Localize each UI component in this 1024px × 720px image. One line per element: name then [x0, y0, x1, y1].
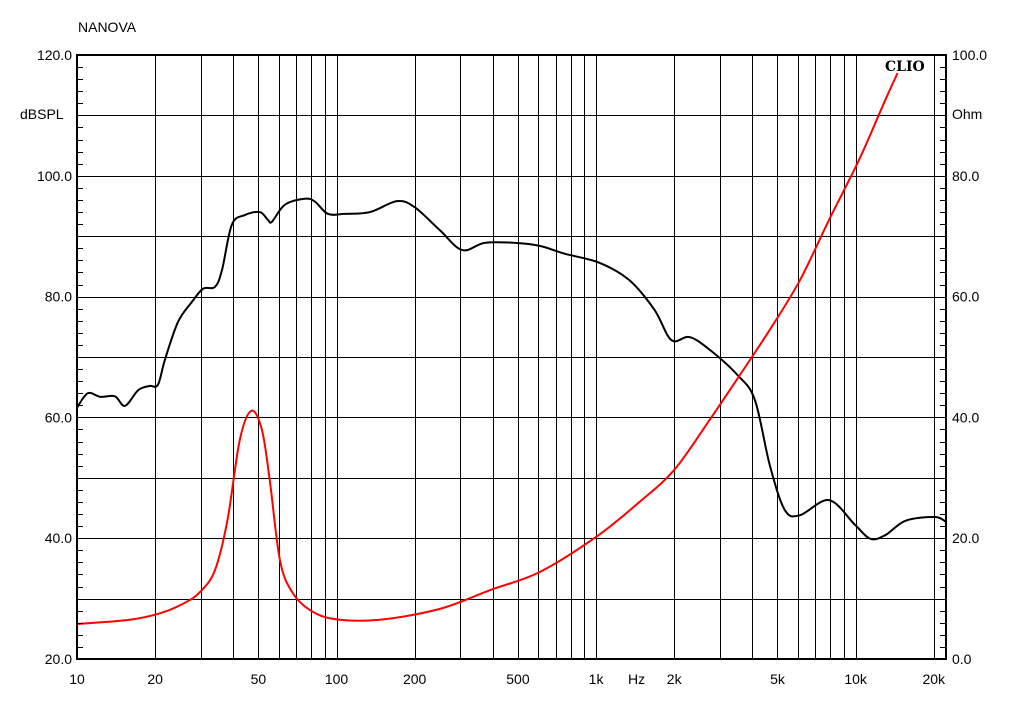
x-tick-label: 20 — [147, 671, 163, 687]
clio-watermark: CLIO — [885, 59, 925, 75]
y2-tick-label: 100.0 — [952, 47, 987, 63]
axis-ticks — [77, 55, 946, 660]
x-tick-label: 100 — [325, 671, 349, 687]
y2-tick-label: 40.0 — [952, 409, 979, 425]
grid — [77, 55, 946, 659]
x-tick-label: 20k — [922, 671, 946, 687]
x-tick-label: 500 — [506, 671, 530, 687]
y-tick-label: 80.0 — [45, 289, 72, 305]
x-tick-label: 10 — [69, 671, 85, 687]
y2-axis-label: Ohm — [952, 106, 982, 122]
y-tick-label: 40.0 — [45, 530, 72, 546]
x-tick-label: 10k — [844, 671, 868, 687]
x-tick-label: 5k — [770, 671, 786, 687]
spl-curve — [76, 197, 947, 541]
x-tick-label: 1k — [589, 671, 605, 687]
curves — [76, 72, 947, 625]
axis-labels: 10 20 50 100 200 500 1k 2k 5k 10k 20k 20.0 40.0 60.0 8… — [37, 47, 987, 687]
y2-tick-label: 60.0 — [952, 289, 979, 305]
y2-tick-label: 80.0 — [952, 168, 979, 184]
y-tick-label: 60.0 — [45, 409, 72, 425]
x-axis-label: Hz — [628, 671, 645, 687]
y-tick-label: 120.0 — [37, 47, 72, 63]
y2-tick-label: 0.0 — [952, 651, 972, 667]
y-tick-label: 100.0 — [37, 168, 72, 184]
x-tick-label: 50 — [251, 671, 267, 687]
impedance-curve — [76, 72, 899, 625]
y-tick-label: 20.0 — [45, 651, 72, 667]
chart-title: NANOVA — [78, 19, 137, 35]
y-axis-label: dBSPL — [20, 106, 64, 122]
x-tick-label: 2k — [667, 671, 683, 687]
x-tick-label: 200 — [403, 671, 427, 687]
y2-tick-label: 20.0 — [952, 530, 979, 546]
